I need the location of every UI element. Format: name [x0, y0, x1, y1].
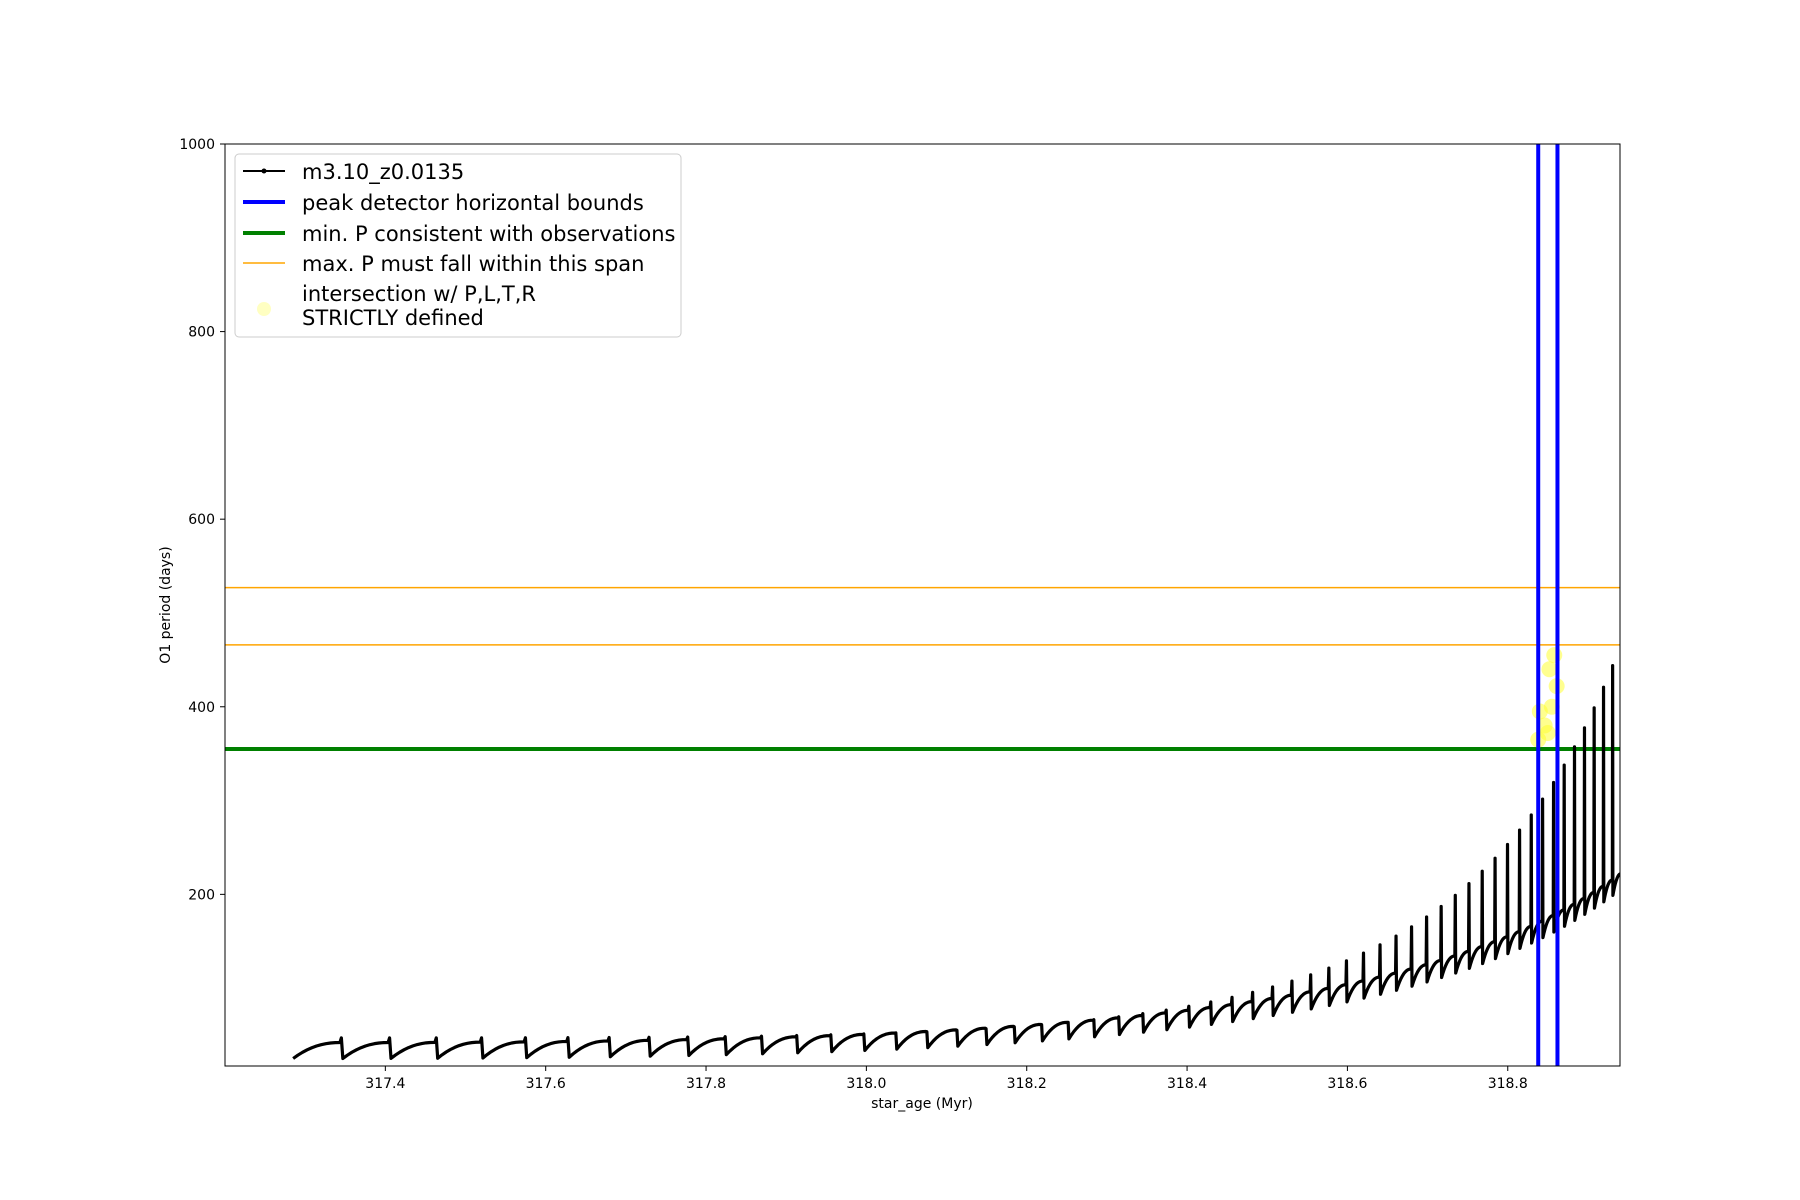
x-tick-label: 318.2: [1007, 1076, 1047, 1092]
x-tick-label: 318.6: [1327, 1076, 1367, 1092]
y-tick-label: 600: [188, 512, 215, 528]
y-tick-label: 800: [188, 325, 215, 341]
y-axis-ticks: 200 400 600 800 1000: [179, 137, 225, 903]
intersection-point: [1539, 725, 1556, 742]
legend-label-intersection-line2: STRICTLY defined: [302, 306, 484, 330]
x-tick-label: 317.6: [526, 1076, 566, 1092]
horizontal-reference-lines: [225, 586, 1620, 751]
x-tick-label: 318.8: [1488, 1076, 1528, 1092]
highlight-layer: [1530, 647, 1565, 748]
legend-label-peak-bounds: peak detector horizontal bounds: [302, 191, 644, 215]
legend: m3.10_z0.0135 peak detector horizontal b…: [234, 153, 682, 338]
y-tick-label: 400: [188, 700, 215, 716]
intersection-point: [1541, 661, 1558, 678]
plot-frame: [224, 143, 1621, 1067]
y-tick-label: 200: [188, 887, 215, 903]
legend-series-marker-swatch: [261, 168, 267, 174]
x-tick-label: 318.4: [1167, 1076, 1207, 1092]
y-axis-label: O1 period (days): [158, 546, 174, 663]
x-tick-label: 317.8: [686, 1076, 726, 1092]
plot-area: [225, 144, 1620, 1066]
legend-label-intersection-line1: intersection w/ P,L,T,R: [302, 282, 536, 306]
series-line: [292, 643, 1620, 1061]
legend-yellow-dot-swatch: [257, 302, 271, 316]
legend-label-min-period: min. P consistent with observations: [302, 222, 675, 246]
y-tick-label: 1000: [179, 137, 215, 153]
x-axis-ticks: 317.4 317.6 317.8 318.0 318.2 318.4 318.6 318.8: [365, 1066, 1528, 1092]
x-tick-label: 317.4: [365, 1076, 405, 1092]
legend-box: [234, 153, 682, 338]
vertical-reference-lines: [1536, 144, 1560, 1066]
legend-label-max-period-span: max. P must fall within this span: [302, 252, 644, 276]
series-layer: [292, 643, 1620, 1061]
x-tick-label: 318.0: [846, 1076, 886, 1092]
legend-label-series: m3.10_z0.0135: [302, 160, 464, 185]
x-axis-label: star_age (Myr): [871, 1096, 973, 1112]
intersection-point: [1546, 647, 1563, 664]
